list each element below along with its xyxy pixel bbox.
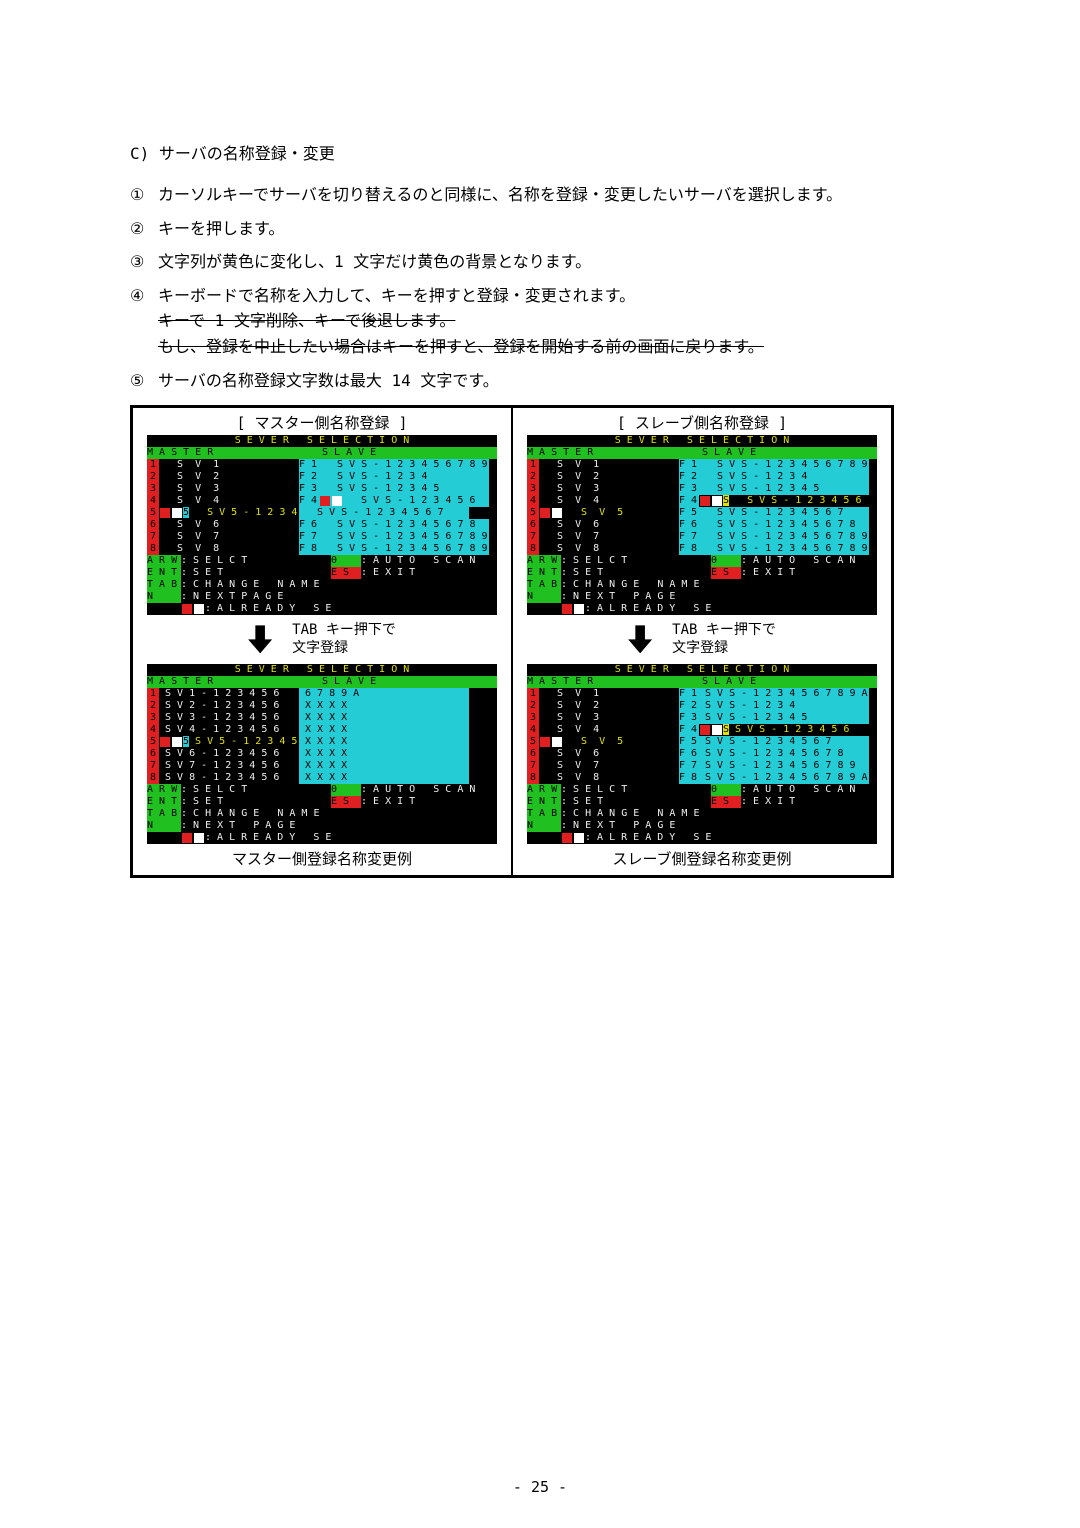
- cell-master-before: [ マスター側名称登録 ] S E V E R S E L E C T I O …: [132, 407, 512, 875]
- terminal-slave-after: S E V E R S E L E C T I O NM A S T E R S…: [527, 664, 877, 844]
- step-number: ④: [130, 283, 158, 360]
- terminal-master-before: S E V E R S E L E C T I O NM A S T E R S…: [147, 435, 497, 615]
- arrow-text: TAB キー押下で文字登録: [292, 621, 396, 657]
- section-title: C) サーバの名称登録・変更: [130, 140, 950, 164]
- step-text: キーを押します。: [158, 216, 950, 242]
- step-text: サーバの名称登録文字数は最大 14 文字です。: [158, 368, 950, 394]
- cell-title: [ スレーブ側名称登録 ]: [617, 412, 787, 433]
- steps-list: ①カーソルキーでサーバを切り替えるのと同様に、名称を登録・変更したいサーバを選択…: [130, 182, 950, 393]
- arrow-text: TAB キー押下で文字登録: [672, 621, 776, 657]
- step-number: ⑤: [130, 368, 158, 394]
- cell-slave-before: [ スレーブ側名称登録 ] S E V E R S E L E C T I O …: [512, 407, 892, 875]
- arrow-row: TAB キー押下で文字登録: [628, 621, 776, 657]
- step-text: カーソルキーでサーバを切り替えるのと同様に、名称を登録・変更したいサーバを選択し…: [158, 182, 950, 208]
- step-number: ②: [130, 216, 158, 242]
- terminal-master-after: S E V E R S E L E C T I O NM A S T E R S…: [147, 664, 497, 844]
- arrow-row: TAB キー押下で文字登録: [248, 621, 396, 657]
- cell-caption: スレーブ側登録名称変更例: [612, 848, 791, 869]
- cell-title: [ マスター側名称登録 ]: [236, 412, 407, 433]
- step-text: キーボードで名称を入力して、キーを押すと登録・変更されます。キーで 1 文字削除…: [158, 283, 950, 360]
- page-number: - 25 -: [0, 1478, 1080, 1496]
- step-text: 文字列が黄色に変化し、1 文字だけ黄色の背景となります。: [158, 249, 950, 275]
- figure-box: [ マスター側名称登録 ] S E V E R S E L E C T I O …: [130, 405, 894, 877]
- down-arrow-icon: [248, 625, 272, 653]
- terminal-slave-before: S E V E R S E L E C T I O NM A S T E R S…: [527, 435, 877, 615]
- down-arrow-icon: [628, 625, 652, 653]
- step-number: ③: [130, 249, 158, 275]
- cell-caption: マスター側登録名称変更例: [232, 848, 412, 869]
- step-number: ①: [130, 182, 158, 208]
